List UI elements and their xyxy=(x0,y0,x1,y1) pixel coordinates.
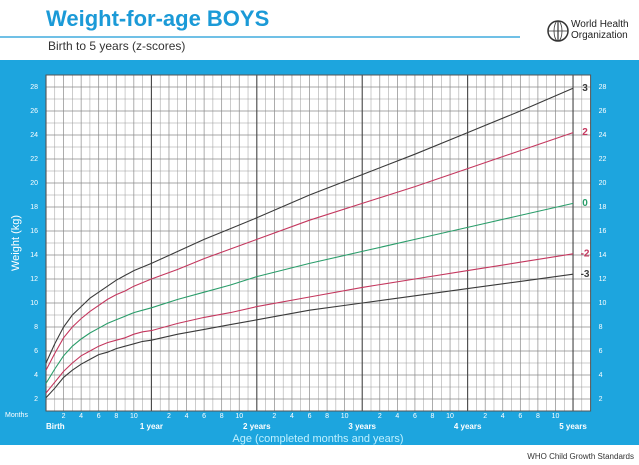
x-tick-label: 8 xyxy=(431,413,435,420)
y-tick-label-right: 4 xyxy=(599,372,603,379)
y-tick-label: 16 xyxy=(30,228,38,235)
year-label: 1 year xyxy=(140,422,163,431)
x-tick-label: 6 xyxy=(202,413,206,420)
year-label: 2 years xyxy=(243,422,271,431)
chart-title: Weight-for-age BOYS xyxy=(46,6,269,31)
y-tick-label: 8 xyxy=(34,324,38,331)
x-tick-label: 2 xyxy=(483,413,487,420)
organization: World Health Organization xyxy=(571,19,629,41)
y-tick-label-right: 2 xyxy=(599,396,603,403)
series-label: 3 xyxy=(582,83,588,94)
x-tick-label: 8 xyxy=(536,413,540,420)
series-line xyxy=(45,87,574,364)
x-tick-label: 6 xyxy=(97,413,101,420)
x-tick-label: 8 xyxy=(220,413,224,420)
x-axis-label: Age (completed months and years) xyxy=(232,433,403,445)
x-unit-label: Months xyxy=(5,412,28,419)
y-tick-label: 4 xyxy=(34,372,38,379)
y-tick-label-right: 6 xyxy=(599,348,603,355)
x-tick-label: 4 xyxy=(395,413,399,420)
x-tick-label: 10 xyxy=(341,413,349,420)
x-tick-label: 10 xyxy=(446,413,454,420)
x-tick-label: 4 xyxy=(185,413,189,420)
x-tick-label: 2 xyxy=(272,413,276,420)
y-tick-label: 6 xyxy=(34,348,38,355)
series-label: -3 xyxy=(581,269,590,280)
y-tick-label-right: 10 xyxy=(599,300,607,307)
series-label: -2 xyxy=(581,248,590,259)
series-line xyxy=(45,132,574,371)
x-tick-label: 6 xyxy=(518,413,522,420)
x-tick-label: 6 xyxy=(413,413,417,420)
plot-border xyxy=(45,74,592,412)
series-line xyxy=(45,202,574,384)
y-tick-label: 24 xyxy=(30,132,38,139)
footer: WHO Child Growth Standards xyxy=(527,452,634,461)
y-tick-label: 12 xyxy=(30,276,38,283)
x-tick-label: 4 xyxy=(501,413,505,420)
x-tick-label: 2 xyxy=(378,413,382,420)
x-tick-label: 8 xyxy=(114,413,118,420)
x-tick-label: 4 xyxy=(290,413,294,420)
y-axis-label: Weight (kg) xyxy=(10,215,22,271)
y-tick-label: 14 xyxy=(30,252,38,259)
y-tick-label: 18 xyxy=(30,204,38,211)
series-label: 2 xyxy=(582,127,588,138)
year-label: Birth xyxy=(46,422,65,431)
y-tick-label-right: 26 xyxy=(599,108,607,115)
y-tick-label: 10 xyxy=(30,300,38,307)
who-logo xyxy=(547,20,569,42)
series-line xyxy=(45,273,574,399)
year-label: 4 years xyxy=(454,422,482,431)
y-tick-label-right: 20 xyxy=(599,180,607,187)
year-label: 5 years xyxy=(559,422,587,431)
y-tick-label: 2 xyxy=(34,396,38,403)
x-tick-label: 4 xyxy=(79,413,83,420)
x-tick-label: 2 xyxy=(167,413,171,420)
y-tick-label-right: 16 xyxy=(599,228,607,235)
org-box: World Health Organization xyxy=(571,19,629,41)
year-label: 3 years xyxy=(348,422,376,431)
y-tick-label-right: 12 xyxy=(599,276,607,283)
y-tick-label: 26 xyxy=(30,108,38,115)
y-tick-label: 22 xyxy=(30,156,38,163)
x-tick-label: 10 xyxy=(552,413,560,420)
x-tick-label: 8 xyxy=(325,413,329,420)
x-tick-label: 10 xyxy=(235,413,243,420)
chart-subtitle: Birth to 5 years (z-scores) xyxy=(48,39,185,53)
x-tick-label: 10 xyxy=(130,413,138,420)
y-tick-label: 20 xyxy=(30,180,38,187)
y-tick-label-right: 22 xyxy=(599,156,607,163)
x-tick-label: 2 xyxy=(62,413,66,420)
y-tick-label-right: 28 xyxy=(599,84,607,91)
y-tick-label-right: 24 xyxy=(599,132,607,139)
x-tick-label: 6 xyxy=(308,413,312,420)
series-line xyxy=(45,253,574,394)
y-tick-label-right: 18 xyxy=(599,204,607,211)
y-tick-label-right: 14 xyxy=(599,252,607,259)
y-tick-label: 28 xyxy=(30,84,38,91)
y-tick-label-right: 8 xyxy=(599,324,603,331)
series-label: 0 xyxy=(582,198,588,209)
